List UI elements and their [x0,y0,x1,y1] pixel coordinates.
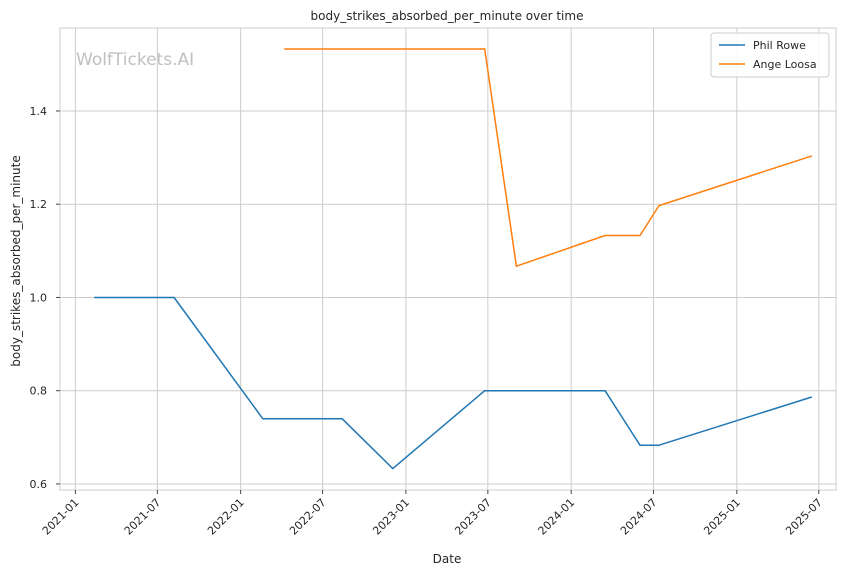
data-point-ange-loosa [284,48,286,50]
data-point-ange-loosa [604,234,606,237]
legend-label-phil-rowe: Phil Rowe [753,39,806,52]
y-tick-label: 1.0 [30,291,48,304]
legend-box [710,32,830,78]
series-layer [94,48,813,470]
data-point-ange-loosa [658,205,660,207]
x-axis-title: Date [433,552,462,566]
data-point-ange-loosa [639,234,641,237]
chart-title: body_strikes_absorbed_per_minute over ti… [311,9,584,23]
y-tick-label: 1.2 [30,198,48,211]
y-tick-label: 0.8 [30,385,48,398]
grid [60,28,836,490]
data-point-ange-loosa [810,155,812,157]
data-point-phil-rowe [484,390,486,392]
data-point-phil-rowe [658,444,660,446]
data-point-phil-rowe [639,444,641,446]
data-point-phil-rowe [173,296,175,299]
plot-frame [59,27,837,491]
data-point-ange-loosa [484,48,486,50]
data-point-phil-rowe [341,418,343,420]
y-axis-title: body_strikes_absorbed_per_minute [9,155,23,366]
data-point-ange-loosa [515,265,517,267]
data-point-phil-rowe [94,296,96,299]
series-line-phil-rowe [94,296,813,470]
data-point-phil-rowe [392,467,394,470]
y-tick-label: 0.6 [30,478,48,491]
y-tick-label: 1.4 [30,105,48,118]
legend: Phil Rowe Ange Loosa [710,32,830,78]
data-point-phil-rowe [604,390,606,392]
data-point-phil-rowe [262,418,264,420]
data-point-phil-rowe [810,396,812,398]
watermark: WolfTickets.AI [76,50,194,70]
legend-label-ange-loosa: Ange Loosa [753,58,817,71]
